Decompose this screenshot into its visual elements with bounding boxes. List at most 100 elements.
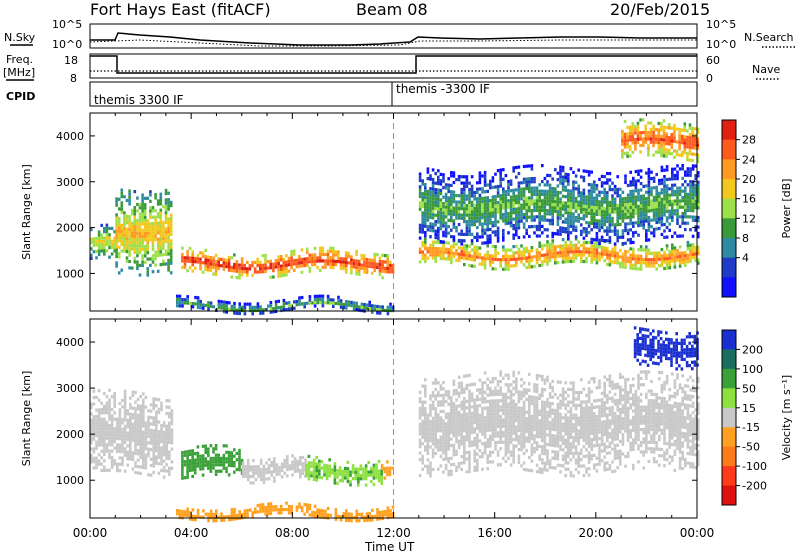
velocity-cell [505, 441, 508, 444]
power-cell [671, 203, 674, 206]
power-cell [144, 254, 147, 257]
power-cell [429, 197, 432, 200]
power-cell [525, 256, 528, 259]
velocity-cell [147, 454, 150, 457]
velocity-cell [255, 465, 258, 468]
power-cell [348, 304, 351, 307]
velocity-cell [494, 387, 497, 390]
velocity-cell [437, 420, 440, 423]
velocity-cell [479, 423, 482, 426]
power-cell [668, 253, 671, 256]
power-cell [445, 251, 448, 254]
power-cell [687, 257, 690, 260]
power-cell [590, 251, 593, 254]
velocity-cell [492, 403, 495, 406]
power-cell [686, 158, 689, 161]
power-cell [264, 257, 267, 260]
power-cell [637, 258, 640, 261]
power-cell [512, 258, 515, 261]
velocity-cell [100, 434, 103, 437]
velocity-cell [150, 422, 153, 425]
velocity-cell [113, 434, 116, 437]
power-cell [645, 232, 648, 235]
power-cell [609, 178, 612, 181]
power-cell [601, 213, 604, 216]
power-cell [567, 234, 570, 237]
velocity-cell [489, 403, 492, 406]
velocity-cell [434, 439, 437, 442]
power-cell [322, 266, 325, 269]
power-cell [603, 207, 606, 210]
power-cell [424, 218, 427, 221]
power-cell [572, 203, 575, 206]
power-cell [387, 270, 390, 273]
power-cell [228, 256, 231, 259]
power-cell [115, 245, 118, 248]
velocity-cell [370, 470, 373, 473]
velocity-cell [440, 448, 443, 451]
velocity-cell [373, 467, 376, 470]
power-cell [502, 200, 505, 203]
power-cell [345, 300, 348, 303]
velocity-cell [427, 433, 430, 436]
velocity-cell [468, 403, 471, 406]
power-cell [473, 213, 476, 216]
power-cell [562, 251, 565, 254]
power-cell [450, 174, 453, 177]
power-cell [666, 178, 669, 181]
velocity-cell [429, 423, 432, 426]
power-cell [123, 221, 126, 224]
velocity-cell [100, 421, 103, 424]
velocity-cell [108, 456, 111, 459]
power-cell [562, 166, 565, 169]
velocity-cell [189, 466, 192, 469]
power-cell [689, 250, 692, 253]
power-cell [622, 265, 625, 268]
power-cell [598, 242, 601, 245]
power-cell [387, 267, 390, 270]
velocity-cell [492, 412, 495, 415]
power-cell [691, 153, 694, 156]
velocity-cell [111, 408, 114, 411]
power-cell [640, 258, 643, 261]
velocity-cell [455, 453, 458, 456]
velocity-cell [168, 431, 171, 434]
velocity-cell [453, 434, 456, 437]
power-cell [580, 207, 583, 210]
velocity-cell [440, 464, 443, 467]
power-cell [303, 305, 306, 308]
velocity-cell [442, 426, 445, 429]
power-cell [681, 215, 684, 218]
power-cell [319, 295, 322, 298]
power-cell [437, 169, 440, 172]
velocity-cell [468, 444, 471, 447]
velocity-cell [442, 410, 445, 413]
power-cell [652, 141, 655, 144]
velocity-cell [132, 423, 135, 426]
power-cell [671, 247, 674, 250]
velocity-cell [194, 471, 197, 474]
velocity-cell [119, 444, 122, 447]
power-cell [434, 241, 437, 244]
velocity-cell [424, 426, 427, 429]
velocity-cell [145, 425, 148, 428]
power-cell [531, 215, 534, 218]
velocity-cell [378, 476, 381, 479]
power-cell [632, 177, 635, 180]
power-cell [577, 207, 580, 210]
power-cell [176, 295, 179, 298]
velocity-cell [124, 428, 127, 431]
velocity-cell [244, 468, 247, 471]
power-cell [692, 190, 695, 193]
power-cell [184, 263, 187, 266]
power-cell [585, 211, 588, 214]
power-cell [387, 254, 390, 257]
power-cell [139, 241, 142, 244]
power-cell [492, 261, 495, 264]
power-cell [546, 174, 549, 177]
velocity-cell [484, 371, 487, 374]
power-cell [288, 308, 291, 311]
velocity-cell [492, 451, 495, 454]
velocity-cell [453, 383, 456, 386]
power-cell [434, 194, 437, 197]
